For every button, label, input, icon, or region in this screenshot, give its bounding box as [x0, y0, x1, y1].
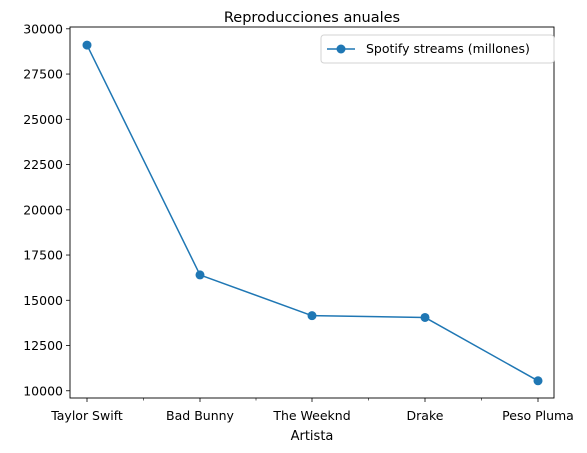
chart-title: Reproducciones anuales [224, 10, 400, 26]
legend-box [320, 34, 555, 64]
data-point [195, 270, 205, 280]
y-tick-label: 25000 [23, 112, 63, 127]
data-point [82, 40, 92, 50]
x-axis-title: Artista [291, 429, 334, 444]
y-tick-label: 30000 [23, 21, 63, 36]
y-tick-label: 12500 [23, 338, 63, 353]
legend: Spotify streams (millones) [320, 34, 555, 64]
data-point [533, 376, 543, 386]
data-point [420, 312, 430, 322]
x-tick-label: The Weeknd [272, 408, 350, 423]
y-tick-label: 27500 [23, 67, 63, 82]
y-tick-label: 15000 [23, 293, 63, 308]
series-line [86, 44, 539, 382]
y-tick-label: 22500 [23, 157, 63, 172]
x-tick-label: Bad Bunny [166, 408, 234, 423]
plot-frame [69, 26, 555, 399]
x-tick-label: Taylor Swift [50, 408, 123, 423]
y-tick-label: 17500 [23, 248, 63, 263]
legend-marker-swatch [336, 44, 346, 54]
x-axis: Taylor Swift Bad Bunny The Weeknd Drake Peso… [50, 398, 574, 423]
y-tick-label: 20000 [23, 202, 63, 217]
x-tick-label: Drake [407, 408, 444, 423]
y-tick-label: 10000 [23, 383, 63, 398]
legend-label: Spotify streams (millones) [366, 41, 530, 56]
series-layer [82, 40, 543, 386]
x-tick-label: Peso Pluma [502, 408, 574, 423]
data-point [307, 311, 317, 321]
y-axis: 10000 12500 15000 17500 20000 22500 25000 27500… [23, 21, 70, 398]
